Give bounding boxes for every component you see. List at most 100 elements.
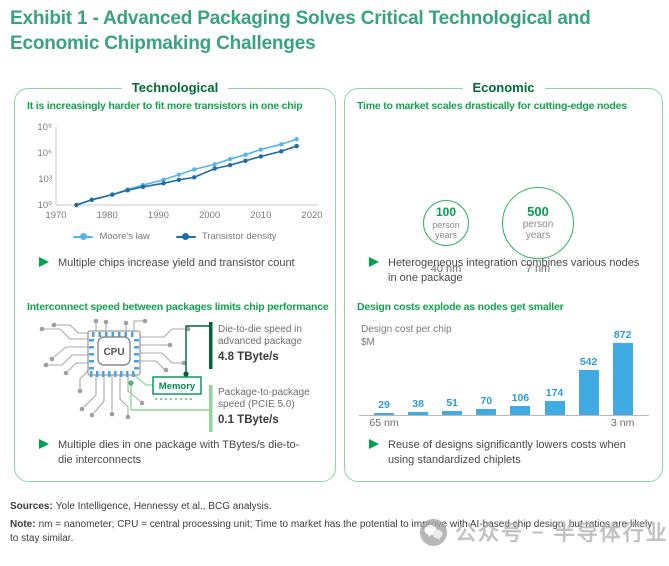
data-point [140,184,146,189]
bubble-circle: 500 person years [502,187,574,259]
bubble-unit: years [525,230,551,242]
cpu-die [97,336,131,366]
callout2-line1: Package-to-package [218,387,310,398]
bar-value-label: 872 [613,328,632,341]
package-connector [130,383,209,411]
bar-value-label: 70 [480,395,493,408]
trace-end-dots [39,319,191,420]
bubble-value: 500 [527,203,549,219]
data-point [212,166,217,171]
light-green-trace [133,374,153,386]
bar-chart-axis-line [359,415,649,416]
bubble-circle: 100 person years [423,200,469,246]
design-costs-title: Design costs explode as nodes get smalle… [357,301,564,313]
triangle-bullet-icon [39,439,49,449]
bullet-text: Multiple chips increase yield and transi… [58,257,295,269]
bar-category-label: 65 nm [369,417,399,429]
legend-label: Transistor density [201,231,277,242]
series-line [76,145,297,206]
x-tick-label: 1980 [97,210,118,221]
watermark-separator: – [532,520,546,543]
design-cost-bar-chart: 29 65 nm 38 51 70 106 174 542 872 3 nm [359,329,649,429]
bar-category-label: 3 nm [611,417,635,429]
cpu-label: CPU [103,347,124,358]
chip-pins [89,332,139,377]
ylabel-line2: $M [361,337,375,348]
watermark-name: 半导体行业观察 [553,522,669,545]
y-tick-label: 10⁹ [37,122,52,133]
time-to-market-title: Time to market scales drastically for cu… [357,100,627,112]
x-tick-label: 2020 [301,210,322,221]
bullet-reuse-designs: Reuse of designs significantly lowers co… [369,438,627,468]
panel-economic: Economic Time to market scales drastical… [344,80,663,482]
data-point [212,162,217,167]
data-point [258,147,263,152]
data-point [243,158,248,163]
bar [578,370,599,415]
data-point [279,149,284,154]
callout2-line2: speed (PCIE 5.0) [218,399,295,410]
bar-value-label: 38 [412,397,424,410]
die-to-die-connector [185,325,209,374]
data-point [192,167,197,172]
legend-label: Moore's law [99,231,150,242]
data-point [161,177,166,183]
wechat-icon [420,518,447,546]
callout1-line2: advanced package [218,336,302,347]
callout-bar-dark [209,322,213,369]
bar-value-label: 174 [545,386,564,399]
watermark-label: 公众号 [455,522,524,545]
legend-marker-icon [175,233,196,240]
panel-economic-header: Economic [462,80,545,95]
connector-dot [128,380,134,386]
bar-value-label: 106 [511,392,530,405]
node-label: 7 nm [525,263,551,275]
connector-dot [183,371,189,377]
panel-technological-header: Technological [121,80,229,95]
moores-law-line-chart: 10⁰ 10³ 10⁶ 10⁹ 1970 1980 1990 2000 2010 2020 [37,122,322,221]
bar-chart-axis-label: Design cost per chip $M [361,323,452,349]
note-label: Note: [10,518,36,530]
bullet-text: Heterogeneous integration combines vario… [388,257,640,284]
y-tick-label: 10⁰ [38,200,53,211]
bar [408,411,429,415]
cpu-circuit-icon: CPU Memory Die-to-die speed in advanced … [39,319,310,432]
bullet-multiple-dies: Multiple dies in one package with TBytes… [39,438,309,468]
bubble-unit: years [434,229,457,240]
data-point [176,172,182,177]
ylabel-line1: Design cost per chip [361,324,452,335]
bar-value-label: 51 [446,396,459,409]
bar [612,342,633,415]
interconnect-section-title: Interconnect speed between packages limi… [27,301,329,313]
data-point [227,156,233,162]
y-tick-label: 10⁶ [38,148,53,159]
x-tick-label: 1970 [45,210,66,221]
bar-value-label: 29 [378,398,390,411]
data-point [176,177,182,183]
data-point [110,192,115,197]
data-point [74,202,79,208]
triangle-bullet-icon [369,439,379,449]
legend-item: Transistor density [175,231,277,242]
person-years-bubble: 500 person years 7 nm [502,139,574,284]
data-point [243,152,248,157]
note-text: nm = nanometer; CPU = central processing… [10,518,653,545]
data-point [125,188,130,193]
x-tick-label: 1990 [148,210,169,221]
note-line: Note: nm = nanometer; CPU = central proce… [10,518,662,547]
data-point [192,175,197,180]
data-point [89,197,95,202]
bullet-text: Multiple dies in one package with TBytes… [58,439,300,466]
exhibit-title: Exhibit 1 - Advanced Packaging Solves Cr… [10,8,591,55]
person-years-bubble: 100 person years 40 nm [423,139,469,284]
sources-text: Yole Intelligence, Hennessy et al., BCG … [55,501,272,512]
node-label: 40 nm [430,263,462,275]
bullet-heterogeneous-integration: Heterogeneous integration combines vario… [369,256,641,286]
memory-box [152,376,202,395]
bar [544,400,565,415]
data-point [294,136,299,142]
bar [374,412,394,415]
bubble-unit: person [432,219,460,230]
time-to-market-bubble-chart: 100 person years 40 nm 500 person years 7 nm [345,139,662,284]
